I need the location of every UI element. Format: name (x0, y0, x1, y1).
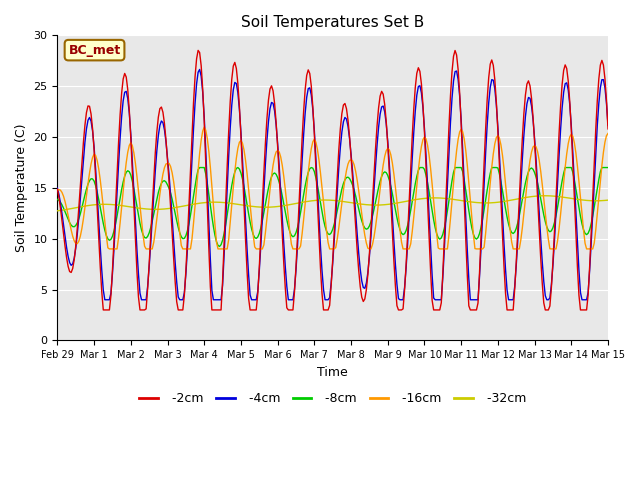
Legend:  -2cm,  -4cm,  -8cm,  -16cm,  -32cm: -2cm, -4cm, -8cm, -16cm, -32cm (134, 387, 531, 410)
Text: BC_met: BC_met (68, 44, 121, 57)
Y-axis label: Soil Temperature (C): Soil Temperature (C) (15, 124, 28, 252)
X-axis label: Time: Time (317, 366, 348, 379)
Title: Soil Temperatures Set B: Soil Temperatures Set B (241, 15, 424, 30)
